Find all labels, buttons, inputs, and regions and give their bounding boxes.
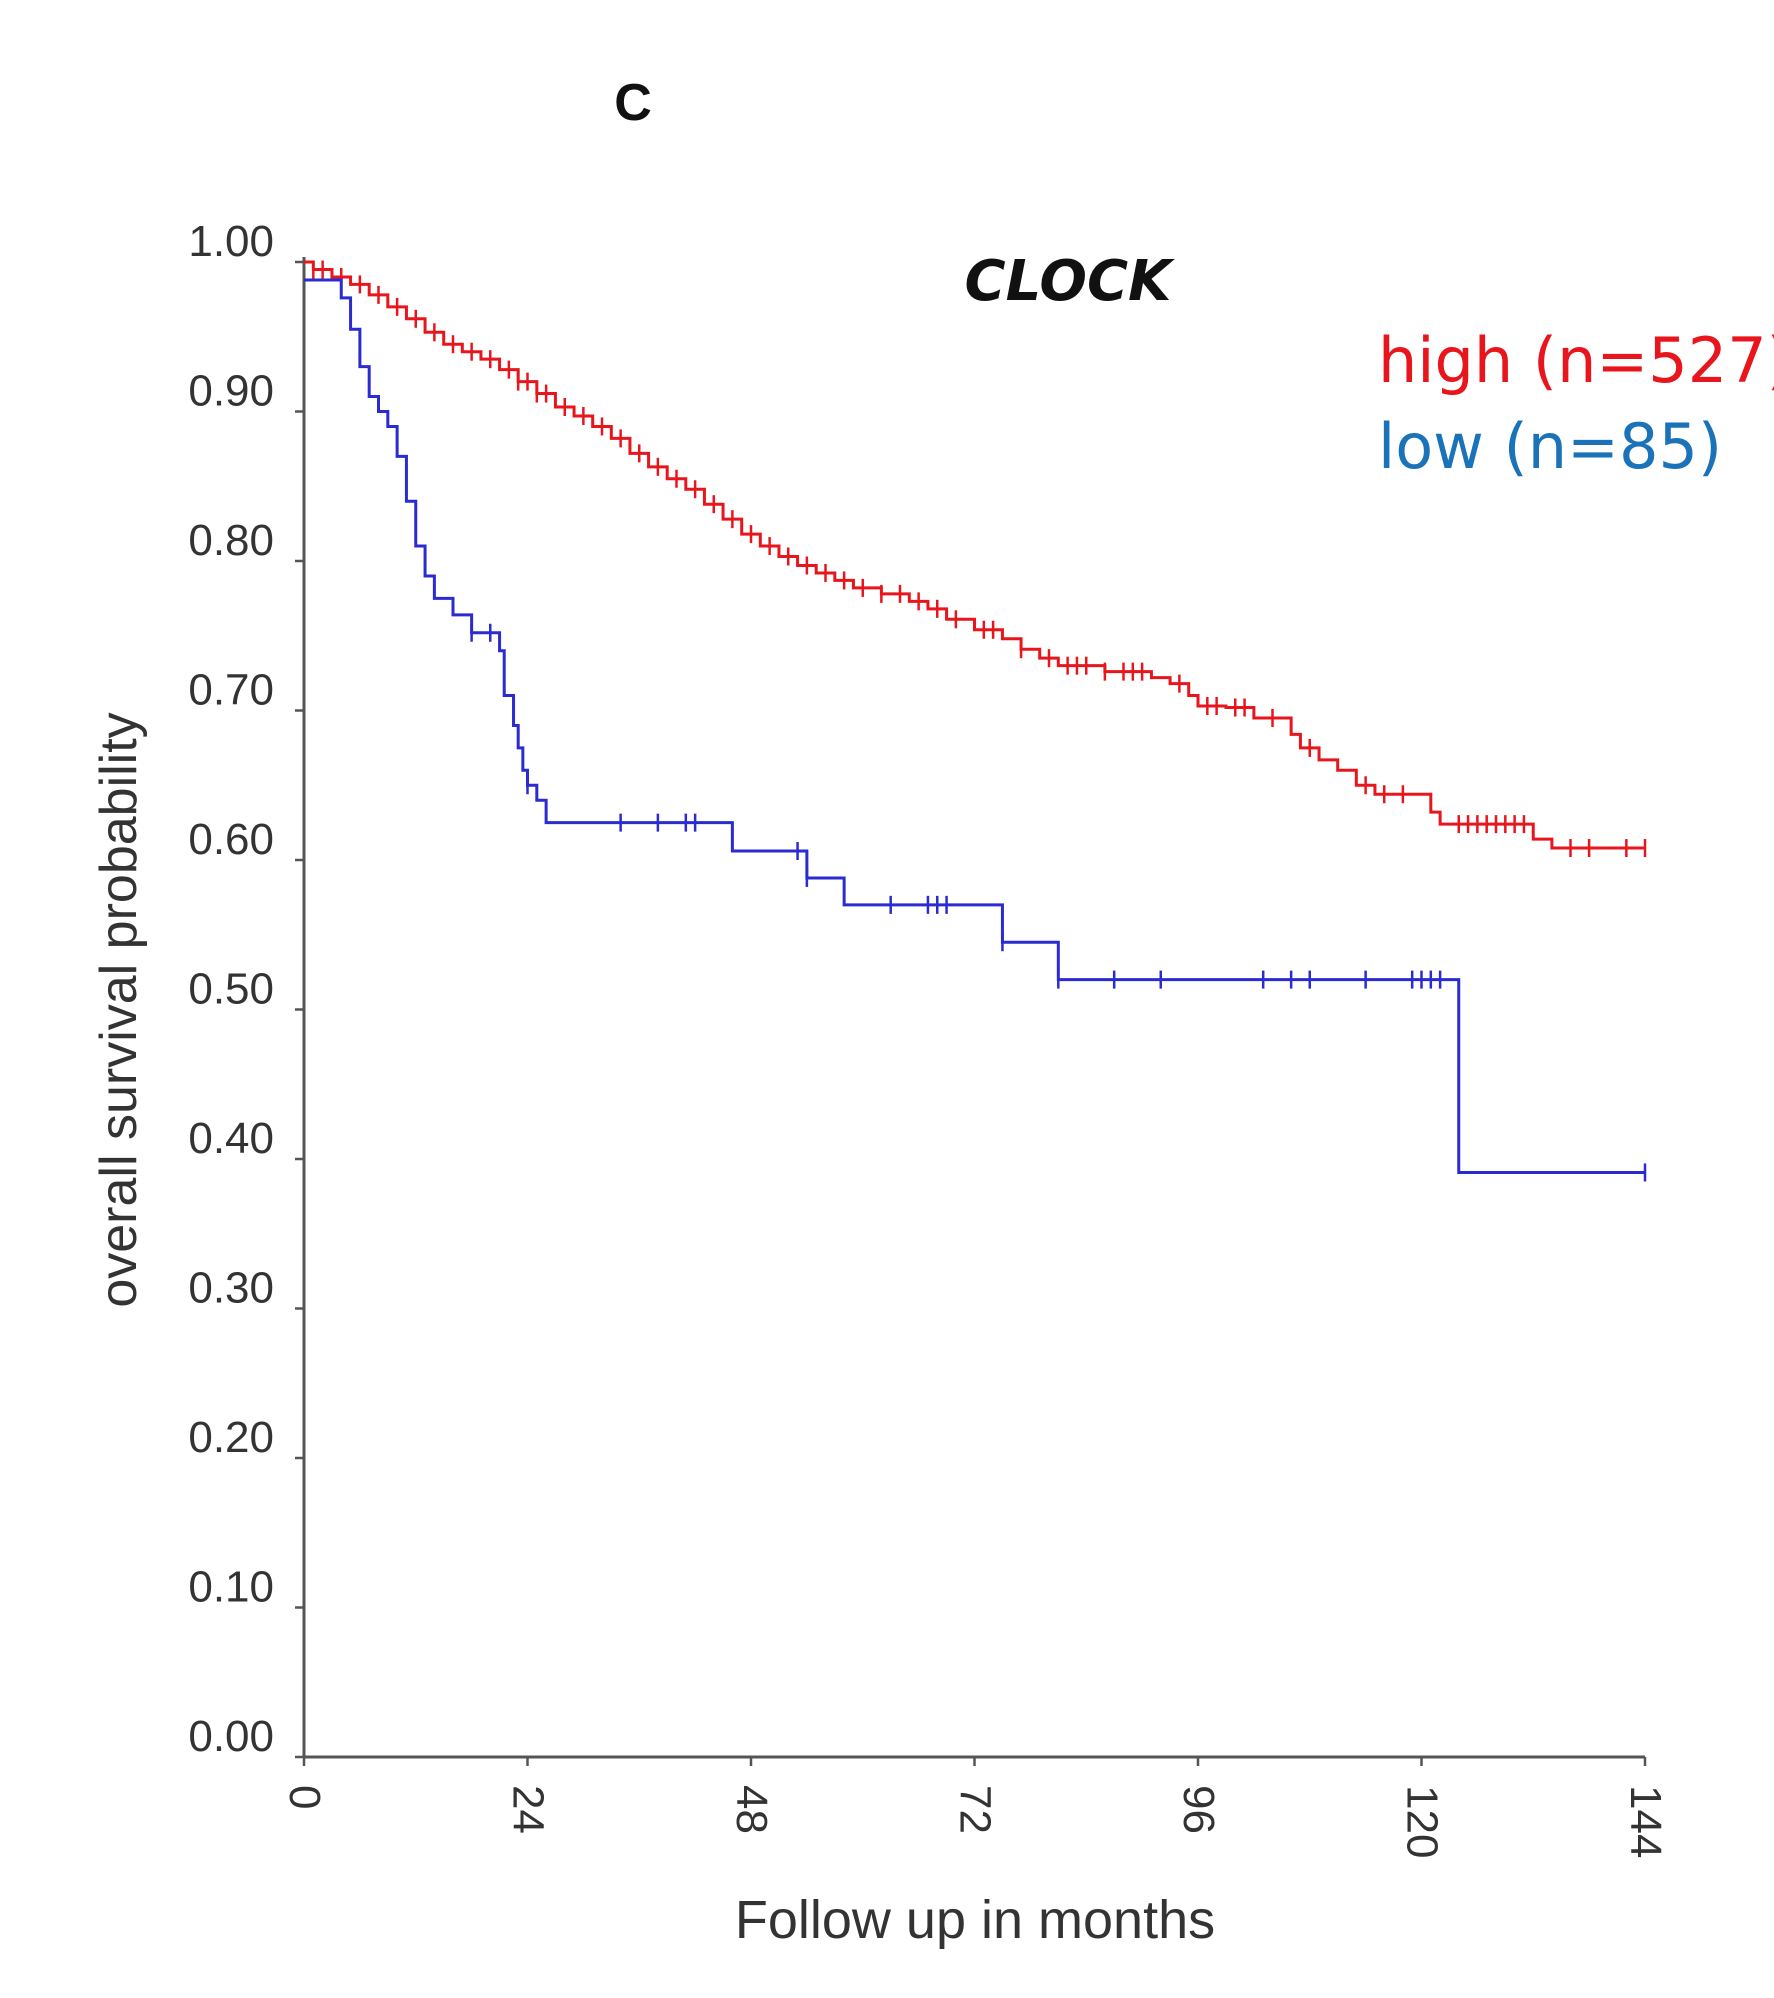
- x-tick-label: 48: [727, 1785, 776, 1834]
- x-axis-label: Follow up in months: [735, 1890, 1215, 1950]
- y-tick-label: 0.20: [188, 1413, 274, 1462]
- x-tick-label: 72: [951, 1785, 1000, 1834]
- x-tick-label: 144: [1621, 1785, 1670, 1858]
- y-tick-label: 0.60: [188, 815, 274, 864]
- x-tick-label: 120: [1398, 1785, 1447, 1858]
- y-tick-label: 1.00: [188, 217, 274, 266]
- y-tick-label: 0.90: [188, 367, 274, 416]
- y-axis-label: overall survival probability: [90, 712, 148, 1307]
- y-tick-label: 0.00: [188, 1712, 274, 1761]
- legend-high: high (n=527): [1378, 324, 1774, 397]
- y-tick-label: 0.70: [188, 666, 274, 715]
- y-tick-label: 0.80: [188, 516, 274, 565]
- x-tick-label: 24: [504, 1785, 553, 1834]
- y-tick-label: 0.50: [188, 965, 274, 1014]
- legend-low: low (n=85): [1378, 410, 1722, 483]
- x-tick-label: 0: [280, 1785, 329, 1809]
- survival-curve-high: [304, 260, 1645, 850]
- axes: 0.00 0.10 0.20 0.30 0.40 0.50 0.60 0.70 0.80 0.90…: [188, 217, 1670, 1858]
- panel-label: C: [614, 74, 652, 132]
- y-tick-label: 0.40: [188, 1114, 274, 1163]
- x-tick-label: 96: [1174, 1785, 1223, 1834]
- y-tick-label: 0.10: [188, 1563, 274, 1612]
- y-tick-label: 0.30: [188, 1264, 274, 1313]
- chart-title: CLOCK: [965, 249, 1175, 314]
- series-layer: [304, 260, 1647, 1182]
